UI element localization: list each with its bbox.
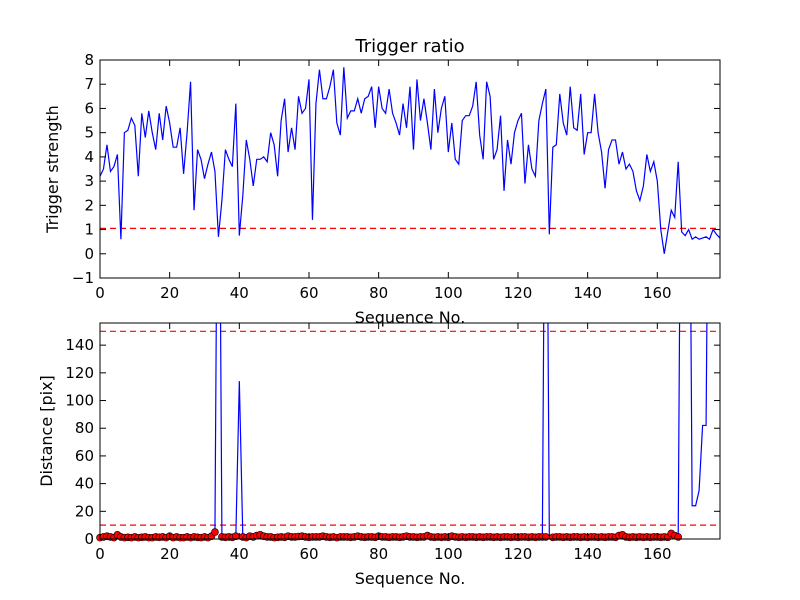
distance-y-tick-label: 20 bbox=[75, 502, 94, 520]
trigger-y-tick-label: 2 bbox=[84, 196, 94, 214]
distance-y-ticks: 0 20 40 60 80 100 120 140 bbox=[65, 336, 720, 548]
trigger-ratio-axes: Trigger ratio 0 20 40 60 80 100 120 140 160 −101… bbox=[43, 36, 721, 327]
distance-x-tick-label: 0 bbox=[95, 545, 105, 563]
distance-x-tick-label: 40 bbox=[230, 545, 249, 563]
distance-point bbox=[211, 528, 219, 536]
distance-x-tick-label: 160 bbox=[643, 545, 672, 563]
distance-y-tick-label: 80 bbox=[75, 419, 94, 437]
trigger-y-tick-label: 7 bbox=[84, 75, 94, 93]
trigger-y-tick-label: 5 bbox=[84, 124, 94, 142]
distance-y-tick-label: 0 bbox=[84, 530, 94, 548]
trigger-x-tick-label: 20 bbox=[160, 284, 179, 302]
distance-plot-area bbox=[100, 323, 720, 539]
distance-y-tick-label: 40 bbox=[75, 475, 94, 493]
trigger-x-axis-label: Sequence No. bbox=[355, 308, 466, 327]
trigger-x-ticks: 0 20 40 60 80 100 120 140 160 bbox=[95, 60, 672, 302]
trigger-y-tick-label: 0 bbox=[84, 245, 94, 263]
distance-x-tick-label: 140 bbox=[573, 545, 602, 563]
trigger-y-tick-label: 6 bbox=[84, 99, 94, 117]
distance-y-tick-label: 100 bbox=[65, 392, 94, 410]
distance-y-tick-label: 140 bbox=[65, 336, 94, 354]
trigger-axes-frame bbox=[99, 59, 721, 279]
distance-x-tick-label: 80 bbox=[369, 545, 388, 563]
chart-title: Trigger ratio bbox=[354, 36, 464, 57]
trigger-x-tick-label: 140 bbox=[573, 284, 602, 302]
trigger-x-tick-label: 120 bbox=[504, 284, 533, 302]
distance-y-tick-label: 60 bbox=[75, 447, 94, 465]
distance-x-tick-label: 60 bbox=[299, 545, 318, 563]
trigger-y-axis-label: Trigger strength bbox=[43, 105, 62, 234]
trigger-x-tick-label: 0 bbox=[95, 284, 105, 302]
distance-series-line bbox=[100, 323, 708, 539]
distance-x-tick-label: 120 bbox=[504, 545, 533, 563]
distance-x-axis-label: Sequence No. bbox=[355, 569, 466, 588]
distance-y-tick-label: 120 bbox=[65, 364, 94, 382]
trigger-y-tick-label: 3 bbox=[84, 172, 94, 190]
trigger-x-tick-label: 60 bbox=[299, 284, 318, 302]
distance-axes: 0 20 40 60 80 100 120 140 160 0 20 40 60 80 100 120 140… bbox=[37, 322, 721, 588]
trigger-y-tick-label: −1 bbox=[72, 269, 94, 287]
distance-x-tick-label: 100 bbox=[434, 545, 463, 563]
trigger-series-line bbox=[100, 67, 720, 254]
trigger-y-tick-label: 4 bbox=[84, 148, 94, 166]
distance-y-axis-label: Distance [pix] bbox=[37, 375, 56, 487]
trigger-x-tick-label: 80 bbox=[369, 284, 388, 302]
trigger-y-tick-label: 1 bbox=[84, 221, 94, 239]
distance-x-ticks: 0 20 40 60 80 100 120 140 160 bbox=[95, 323, 672, 563]
trigger-y-ticks: −1 0 1 2 3 4 5 6 7 8 bbox=[72, 51, 720, 287]
distance-x-tick-label: 20 bbox=[160, 545, 179, 563]
trigger-x-tick-label: 40 bbox=[230, 284, 249, 302]
trigger-plot-area bbox=[100, 67, 720, 254]
trigger-y-tick-label: 8 bbox=[84, 51, 94, 69]
distance-axes-frame bbox=[99, 322, 721, 540]
trigger-x-tick-label: 160 bbox=[643, 284, 672, 302]
trigger-x-tick-label: 100 bbox=[434, 284, 463, 302]
